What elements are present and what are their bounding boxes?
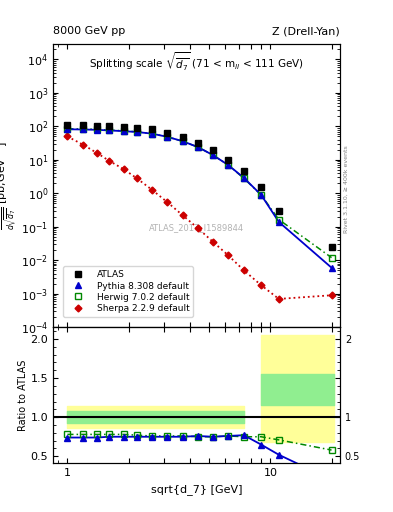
Herwig 7.0.2 default [276, 217, 281, 223]
ATLAS [95, 123, 99, 129]
Sherpa 2.2.9 default [121, 166, 126, 173]
Herwig 7.0.2 default [226, 162, 231, 168]
Herwig 7.0.2 default [149, 131, 154, 137]
Legend: ATLAS, Pythia 8.308 default, Herwig 7.0.2 default, Sherpa 2.2.9 default: ATLAS, Pythia 8.308 default, Herwig 7.0.… [63, 266, 193, 317]
Herwig 7.0.2 default [65, 126, 70, 132]
Sherpa 2.2.9 default [65, 134, 70, 140]
Pythia 8.308 default [329, 265, 334, 271]
Sherpa 2.2.9 default [107, 158, 111, 164]
Line: Pythia 8.308 default: Pythia 8.308 default [64, 126, 334, 270]
ATLAS [259, 184, 263, 190]
ATLAS [165, 130, 169, 136]
Sherpa 2.2.9 default [242, 267, 246, 273]
Sherpa 2.2.9 default [226, 252, 231, 259]
Pythia 8.308 default [180, 138, 185, 144]
ATLAS [180, 134, 185, 140]
Herwig 7.0.2 default [81, 126, 86, 132]
ATLAS [329, 244, 334, 250]
Pythia 8.308 default [276, 219, 281, 225]
Sherpa 2.2.9 default [149, 186, 154, 193]
Herwig 7.0.2 default [165, 134, 169, 140]
Line: Sherpa 2.2.9 default: Sherpa 2.2.9 default [65, 134, 334, 302]
Sherpa 2.2.9 default [329, 292, 334, 298]
Y-axis label: $\frac{d\sigma}{d\sqrt{\overline{d_7}}}$ [pb,GeV$^{-1}$]: $\frac{d\sigma}{d\sqrt{\overline{d_7}}}$… [0, 141, 20, 230]
Text: Rivet 3.1.10, ≥ 400k events: Rivet 3.1.10, ≥ 400k events [344, 145, 349, 233]
ATLAS [121, 124, 126, 130]
Herwig 7.0.2 default [95, 126, 99, 133]
Sherpa 2.2.9 default [165, 199, 169, 205]
Sherpa 2.2.9 default [276, 296, 281, 302]
Pythia 8.308 default [210, 152, 215, 158]
Herwig 7.0.2 default [121, 127, 126, 134]
ATLAS [196, 139, 200, 145]
Herwig 7.0.2 default [180, 138, 185, 144]
Line: ATLAS: ATLAS [64, 121, 335, 250]
Sherpa 2.2.9 default [259, 282, 263, 288]
Pythia 8.308 default [259, 192, 263, 198]
Line: Herwig 7.0.2 default: Herwig 7.0.2 default [64, 125, 335, 261]
Pythia 8.308 default [134, 129, 139, 135]
Sherpa 2.2.9 default [196, 225, 200, 231]
ATLAS [210, 147, 215, 153]
Text: Z (Drell-Yan): Z (Drell-Yan) [272, 27, 340, 36]
Sherpa 2.2.9 default [210, 239, 215, 245]
Y-axis label: Ratio to ATLAS: Ratio to ATLAS [18, 359, 28, 431]
Herwig 7.0.2 default [196, 144, 200, 150]
Text: ATLAS_2017_I1589844: ATLAS_2017_I1589844 [149, 223, 244, 232]
Pythia 8.308 default [121, 128, 126, 134]
Sherpa 2.2.9 default [95, 150, 99, 156]
ATLAS [242, 168, 246, 175]
Text: Splitting scale $\sqrt{\overline{d_7}}$ (71 < m$_{ll}$ < 111 GeV): Splitting scale $\sqrt{\overline{d_7}}$ … [89, 51, 304, 73]
ATLAS [65, 122, 70, 128]
Pythia 8.308 default [165, 134, 169, 140]
Herwig 7.0.2 default [242, 175, 246, 181]
Herwig 7.0.2 default [107, 127, 111, 133]
Herwig 7.0.2 default [259, 192, 263, 198]
Pythia 8.308 default [95, 127, 99, 133]
Pythia 8.308 default [242, 175, 246, 181]
ATLAS [107, 123, 111, 130]
ATLAS [149, 126, 154, 133]
Pythia 8.308 default [149, 131, 154, 137]
ATLAS [276, 208, 281, 214]
Pythia 8.308 default [226, 162, 231, 168]
Sherpa 2.2.9 default [81, 142, 86, 148]
Sherpa 2.2.9 default [134, 175, 139, 181]
Text: 8000 GeV pp: 8000 GeV pp [53, 27, 125, 36]
Herwig 7.0.2 default [210, 152, 215, 158]
Pythia 8.308 default [196, 144, 200, 150]
Sherpa 2.2.9 default [180, 212, 185, 219]
X-axis label: sqrt{d_7} [GeV]: sqrt{d_7} [GeV] [151, 484, 242, 495]
Herwig 7.0.2 default [134, 129, 139, 135]
ATLAS [134, 125, 139, 131]
Pythia 8.308 default [81, 126, 86, 133]
ATLAS [81, 122, 86, 129]
Pythia 8.308 default [107, 127, 111, 134]
Pythia 8.308 default [65, 126, 70, 133]
Herwig 7.0.2 default [329, 254, 334, 261]
ATLAS [226, 157, 231, 163]
